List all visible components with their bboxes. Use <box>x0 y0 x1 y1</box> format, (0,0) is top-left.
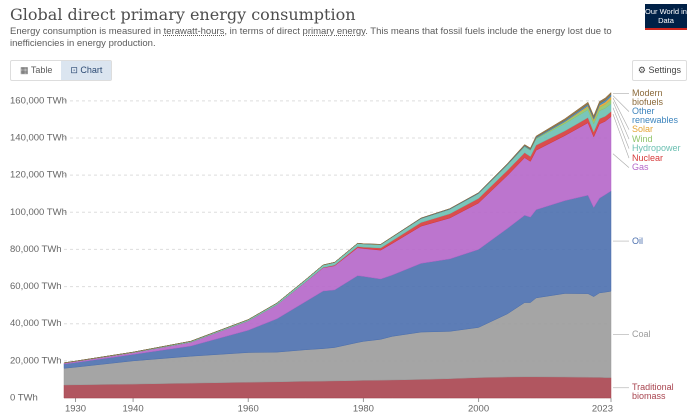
legend-label[interactable]: Nuclear <box>632 152 664 163</box>
x-tick-label: 1960 <box>238 404 259 415</box>
y-tick-label: 120,000 TWh <box>10 170 67 181</box>
x-tick-label: 2023 <box>592 404 613 415</box>
y-tick-label: 80,000 TWh <box>10 244 62 255</box>
chart-tab[interactable]: ⊡ Chart <box>61 61 112 80</box>
subtitle: Energy consumption is measured in terawa… <box>10 26 630 50</box>
legend-leader <box>612 114 630 159</box>
x-tick-label: 1930 <box>65 404 86 415</box>
legend-label[interactable]: Modern biofuels <box>632 88 664 108</box>
subtitle-text: Energy consumption is measured in <box>10 26 164 37</box>
table-tab[interactable]: ▦ Table <box>20 65 53 75</box>
tab-label: Chart <box>80 65 103 75</box>
y-tick-label: 20,000 TWh <box>10 355 62 366</box>
y-tick-label: 140,000 TWh <box>10 133 67 144</box>
settings-label: Settings <box>648 65 681 75</box>
legend-label[interactable]: Solar <box>632 124 654 135</box>
legend-leader <box>612 107 630 149</box>
x-tick-label: 1940 <box>123 404 144 415</box>
tab-label: Table <box>30 65 53 75</box>
area <box>63 91 612 364</box>
subtitle-text: . This means that fossil fuels include t… <box>10 26 612 49</box>
y-tick-label: 60,000 TWh <box>10 281 62 292</box>
legend-label[interactable]: Oil <box>632 235 643 246</box>
legend-leader <box>612 95 630 112</box>
chart-title: Global direct primary energy consumption <box>10 5 356 24</box>
legend-leader <box>612 101 630 140</box>
y-tick-label: 160,000 TWh <box>10 95 67 106</box>
subtitle-link[interactable]: primary energy <box>302 26 366 37</box>
y-tick-label: 0 TWh <box>10 393 38 404</box>
logo[interactable]: Our World in Data <box>645 4 687 30</box>
legend-label[interactable]: Hydropower <box>632 143 681 154</box>
y-tick-label: 100,000 TWh <box>10 207 67 218</box>
subtitle-link[interactable]: terawatt-hours <box>163 26 225 37</box>
subtitle-text: , in terms of direct <box>224 26 303 37</box>
legend-label[interactable]: Coal <box>632 328 651 339</box>
x-tick-label: 1980 <box>353 404 374 415</box>
legend-leader <box>612 153 630 168</box>
y-tick-label: 40,000 TWh <box>10 318 62 329</box>
legend-leader <box>612 97 630 130</box>
legend-label[interactable]: Wind <box>632 133 653 144</box>
legend-label[interactable]: Traditional biomass <box>632 382 674 402</box>
legend-label[interactable]: Gas <box>632 162 649 173</box>
x-tick-label: 2000 <box>468 404 489 415</box>
settings-button[interactable]: ⚙ Settings <box>631 60 687 81</box>
tabs: ▦ Table ⊡ Chart <box>10 60 113 81</box>
legend-label[interactable]: Other renewables <box>632 106 679 126</box>
